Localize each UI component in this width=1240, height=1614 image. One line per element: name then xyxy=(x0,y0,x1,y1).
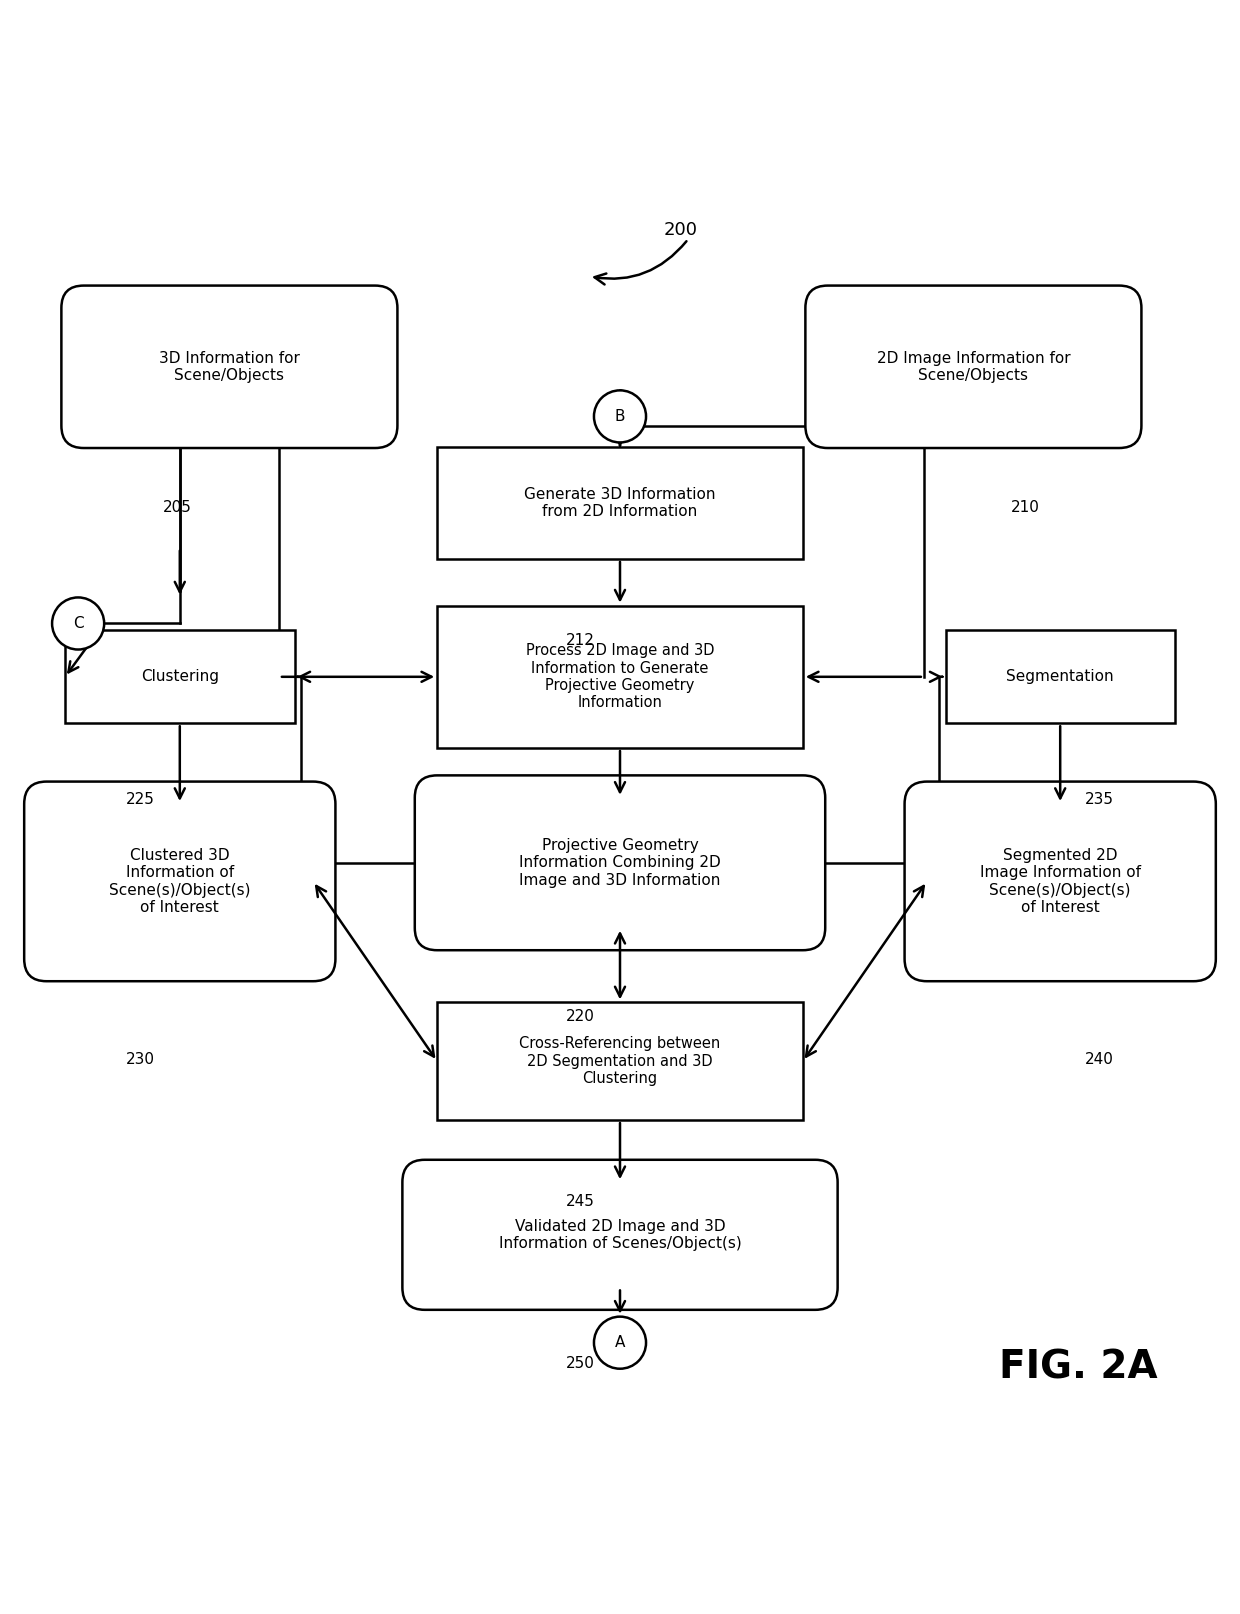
Text: A: A xyxy=(615,1335,625,1351)
Text: Generate 3D Information
from 2D Information: Generate 3D Information from 2D Informat… xyxy=(525,487,715,520)
Bar xyxy=(945,631,1176,723)
FancyBboxPatch shape xyxy=(414,775,826,951)
Text: Process 2D Image and 3D
Information to Generate
Projective Geometry
Information: Process 2D Image and 3D Information to G… xyxy=(526,644,714,710)
FancyBboxPatch shape xyxy=(904,781,1215,981)
Text: 245: 245 xyxy=(567,1194,595,1209)
FancyBboxPatch shape xyxy=(62,286,397,449)
Text: 220: 220 xyxy=(567,1009,595,1023)
FancyBboxPatch shape xyxy=(24,781,335,981)
Circle shape xyxy=(594,391,646,442)
Text: 200: 200 xyxy=(663,221,697,239)
Text: 210: 210 xyxy=(1011,500,1039,515)
Text: B: B xyxy=(615,408,625,424)
Bar xyxy=(438,447,802,558)
Text: 235: 235 xyxy=(1085,791,1114,807)
Text: 250: 250 xyxy=(567,1356,595,1370)
Text: 2D Image Information for
Scene/Objects: 2D Image Information for Scene/Objects xyxy=(877,350,1070,383)
Text: 212: 212 xyxy=(567,633,595,649)
Bar xyxy=(438,605,802,749)
Text: Segmented 2D
Image Information of
Scene(s)/Object(s)
of Interest: Segmented 2D Image Information of Scene(… xyxy=(980,847,1141,915)
Bar xyxy=(64,631,295,723)
Text: Cross-Referencing between
2D Segmentation and 3D
Clustering: Cross-Referencing between 2D Segmentatio… xyxy=(520,1036,720,1086)
Text: C: C xyxy=(73,617,83,631)
Text: 205: 205 xyxy=(164,500,192,515)
Circle shape xyxy=(52,597,104,649)
Bar xyxy=(438,1002,802,1120)
Circle shape xyxy=(594,1317,646,1369)
Text: 225: 225 xyxy=(126,791,155,807)
Text: Clustered 3D
Information of
Scene(s)/Object(s)
of Interest: Clustered 3D Information of Scene(s)/Obj… xyxy=(109,847,250,915)
Text: Validated 2D Image and 3D
Information of Scenes/Object(s): Validated 2D Image and 3D Information of… xyxy=(498,1219,742,1251)
Text: 240: 240 xyxy=(1085,1052,1114,1067)
Text: Clustering: Clustering xyxy=(141,670,218,684)
Text: 230: 230 xyxy=(126,1052,155,1067)
FancyBboxPatch shape xyxy=(806,286,1141,449)
FancyBboxPatch shape xyxy=(402,1160,838,1311)
Text: 3D Information for
Scene/Objects: 3D Information for Scene/Objects xyxy=(159,350,300,383)
Text: FIG. 2A: FIG. 2A xyxy=(999,1348,1158,1386)
Text: Segmentation: Segmentation xyxy=(1007,670,1114,684)
Text: Projective Geometry
Information Combining 2D
Image and 3D Information: Projective Geometry Information Combinin… xyxy=(520,838,720,888)
